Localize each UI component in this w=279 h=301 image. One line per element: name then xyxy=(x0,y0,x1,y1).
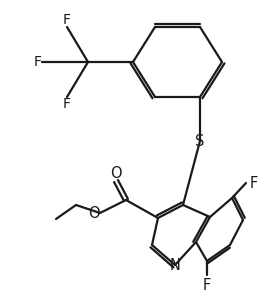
Text: F: F xyxy=(63,97,71,111)
Text: F: F xyxy=(63,13,71,27)
Text: S: S xyxy=(195,134,205,148)
Text: O: O xyxy=(88,206,100,221)
Text: F: F xyxy=(34,55,42,69)
Text: N: N xyxy=(170,257,181,272)
Text: F: F xyxy=(250,175,258,191)
Text: F: F xyxy=(203,278,211,293)
Text: O: O xyxy=(110,166,122,181)
